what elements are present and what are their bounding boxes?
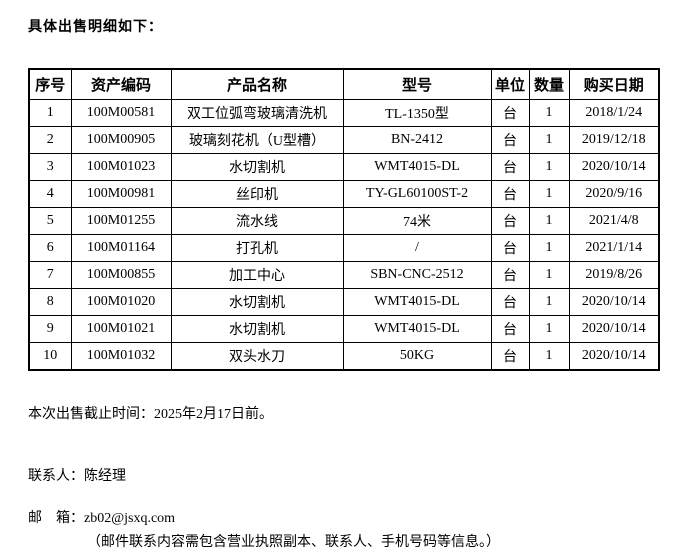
- table-cell: 2021/4/8: [568, 207, 660, 235]
- table-cell: 2021/1/14: [568, 234, 660, 262]
- table-cell: 2: [28, 126, 72, 154]
- table-row: 5 100M01255 流水线 74米台 1 2021/4/8: [28, 207, 660, 235]
- table-cell: 100M00905: [70, 126, 172, 154]
- table-row: 3 100M01023 水切割机 WMT4015-DL 台 1 2020/10/14: [28, 153, 660, 181]
- table-cell: 加工中心: [170, 261, 344, 289]
- table-cell: 2020/10/14: [568, 342, 660, 371]
- table-cell: WMT4015-DL: [342, 288, 492, 316]
- table-cell: 1: [528, 99, 570, 127]
- contact-person-text: 联系人：陈经理: [28, 469, 126, 484]
- table-cell: 100M00981: [70, 180, 172, 208]
- col-header-product: 产品名称: [170, 68, 344, 100]
- col-header-index: 序号: [28, 68, 72, 100]
- table-cell: 1: [528, 153, 570, 181]
- table-cell: 2020/10/14: [568, 153, 660, 181]
- table-cell: 水切割机: [170, 315, 344, 343]
- table-cell: 1: [528, 207, 570, 235]
- table-cell: 流水线: [170, 207, 344, 235]
- table-cell: 丝印机: [170, 180, 344, 208]
- table-cell: 玻璃刻花机（U型槽）: [170, 126, 344, 154]
- table-cell: 100M01255: [70, 207, 172, 235]
- table-cell: 台: [490, 315, 530, 343]
- col-header-unit: 单位: [490, 68, 530, 100]
- table-cell: 水切割机: [170, 288, 344, 316]
- table-cell: 水切割机: [170, 153, 344, 181]
- table-cell: 50KG: [342, 342, 492, 371]
- table-cell: 100M00855: [70, 261, 172, 289]
- email-note-text: （邮件联系内容需包含营业执照副本、联系人、手机号码等信息。）: [87, 535, 500, 550]
- table-row: 9 100M01021 水切割机 WMT4015-DL 台 1 2020/10/14: [28, 315, 660, 343]
- table-row: 1 100M00581 双工位弧弯玻璃清洗机 TL-1350型台 1 2018/1/24: [28, 99, 660, 127]
- table-cell: 3: [28, 153, 72, 181]
- table-cell: 1: [528, 234, 570, 262]
- table-cell: 1: [528, 126, 570, 154]
- table-cell: 1: [528, 288, 570, 316]
- table-cell: SBN-CNC-2512: [342, 261, 492, 289]
- table-cell: TY-GL60100ST-2: [342, 180, 492, 208]
- asset-sale-table: 序号 资产编码 产品名称 型号 单位 数量 购买日期 1 100M00581 双工位…: [28, 68, 660, 371]
- table-cell: 2020/10/14: [568, 288, 660, 316]
- table-row: 10 100M01032 双头水刀 50KG 台 1 2020/10/14: [28, 342, 660, 371]
- table-cell: 10: [28, 342, 72, 371]
- email-label: 邮 箱：: [28, 511, 84, 526]
- email-line: 邮 箱：zb02@jsxq.com: [28, 509, 658, 529]
- table-cell: 100M01164: [70, 234, 172, 262]
- table-header-row: 序号 资产编码 产品名称 型号 单位 数量 购买日期: [28, 68, 660, 100]
- table-cell: 双头水刀: [170, 342, 344, 371]
- table-cell: 100M01020: [70, 288, 172, 316]
- col-header-model: 型号: [342, 68, 492, 100]
- table-cell: 4: [28, 180, 72, 208]
- table-cell: 台: [490, 207, 530, 235]
- table-cell: 2018/1/24: [568, 99, 660, 127]
- table-row: 8 100M01020 水切割机 WMT4015-DL 台 1 2020/10/14: [28, 288, 660, 316]
- table-cell: WMT4015-DL: [342, 153, 492, 181]
- table-cell: 100M01021: [70, 315, 172, 343]
- table-cell: 1: [528, 261, 570, 289]
- table-cell: 双工位弧弯玻璃清洗机: [170, 99, 344, 127]
- table-cell: 6: [28, 234, 72, 262]
- deadline-text: 本次出售截止时间：2025年2月17日前。: [28, 407, 273, 422]
- table-cell: 台: [490, 234, 530, 262]
- table-cell: 2020/10/14: [568, 315, 660, 343]
- table-cell: WMT4015-DL: [342, 315, 492, 343]
- table-row: 6 100M01164 打孔机 / 台 1 2021/1/14: [28, 234, 660, 262]
- intro-text: 具体出售明细如下：: [28, 20, 163, 35]
- table-cell: 2019/8/26: [568, 261, 660, 289]
- table-cell: 2020/9/16: [568, 180, 660, 208]
- table-cell: 1: [528, 180, 570, 208]
- table-body: 1 100M00581 双工位弧弯玻璃清洗机 TL-1350型台 1 2018/1/24 2…: [28, 99, 660, 371]
- col-header-qty: 数量: [528, 68, 570, 100]
- table-cell: TL-1350型: [342, 99, 492, 127]
- table-cell: 100M01032: [70, 342, 172, 371]
- table-cell: 100M01023: [70, 153, 172, 181]
- table-cell: 2019/12/18: [568, 126, 660, 154]
- table-cell: 打孔机: [170, 234, 344, 262]
- email-address: zb02@jsxq.com: [84, 511, 176, 526]
- table-cell: 台: [490, 153, 530, 181]
- table-cell: 1: [528, 342, 570, 371]
- table-row: 2 100M00905 玻璃刻花机（U型槽） BN-2412 台 1 2019/12/18: [28, 126, 660, 154]
- table-cell: 74米: [342, 207, 492, 235]
- table-cell: 9: [28, 315, 72, 343]
- col-header-code: 资产编码: [70, 68, 172, 100]
- table-cell: 1: [528, 315, 570, 343]
- table-cell: 5: [28, 207, 72, 235]
- table-cell: 1: [28, 99, 72, 127]
- table-row: 4 100M00981 丝印机 TY-GL60100ST-2 台 1 2020/9/16: [28, 180, 660, 208]
- table-cell: 台: [490, 180, 530, 208]
- table-cell: 100M00581: [70, 99, 172, 127]
- table-cell: /: [342, 234, 492, 262]
- table-cell: BN-2412: [342, 126, 492, 154]
- table-cell: 台: [490, 342, 530, 371]
- table-cell: 台: [490, 261, 530, 289]
- table-cell: 台: [490, 99, 530, 127]
- table-row: 7 100M00855 加工中心 SBN-CNC-2512 台 1 2019/8/26: [28, 261, 660, 289]
- table-cell: 8: [28, 288, 72, 316]
- table-cell: 台: [490, 126, 530, 154]
- table-cell: 台: [490, 288, 530, 316]
- col-header-date: 购买日期: [568, 68, 660, 100]
- table-cell: 7: [28, 261, 72, 289]
